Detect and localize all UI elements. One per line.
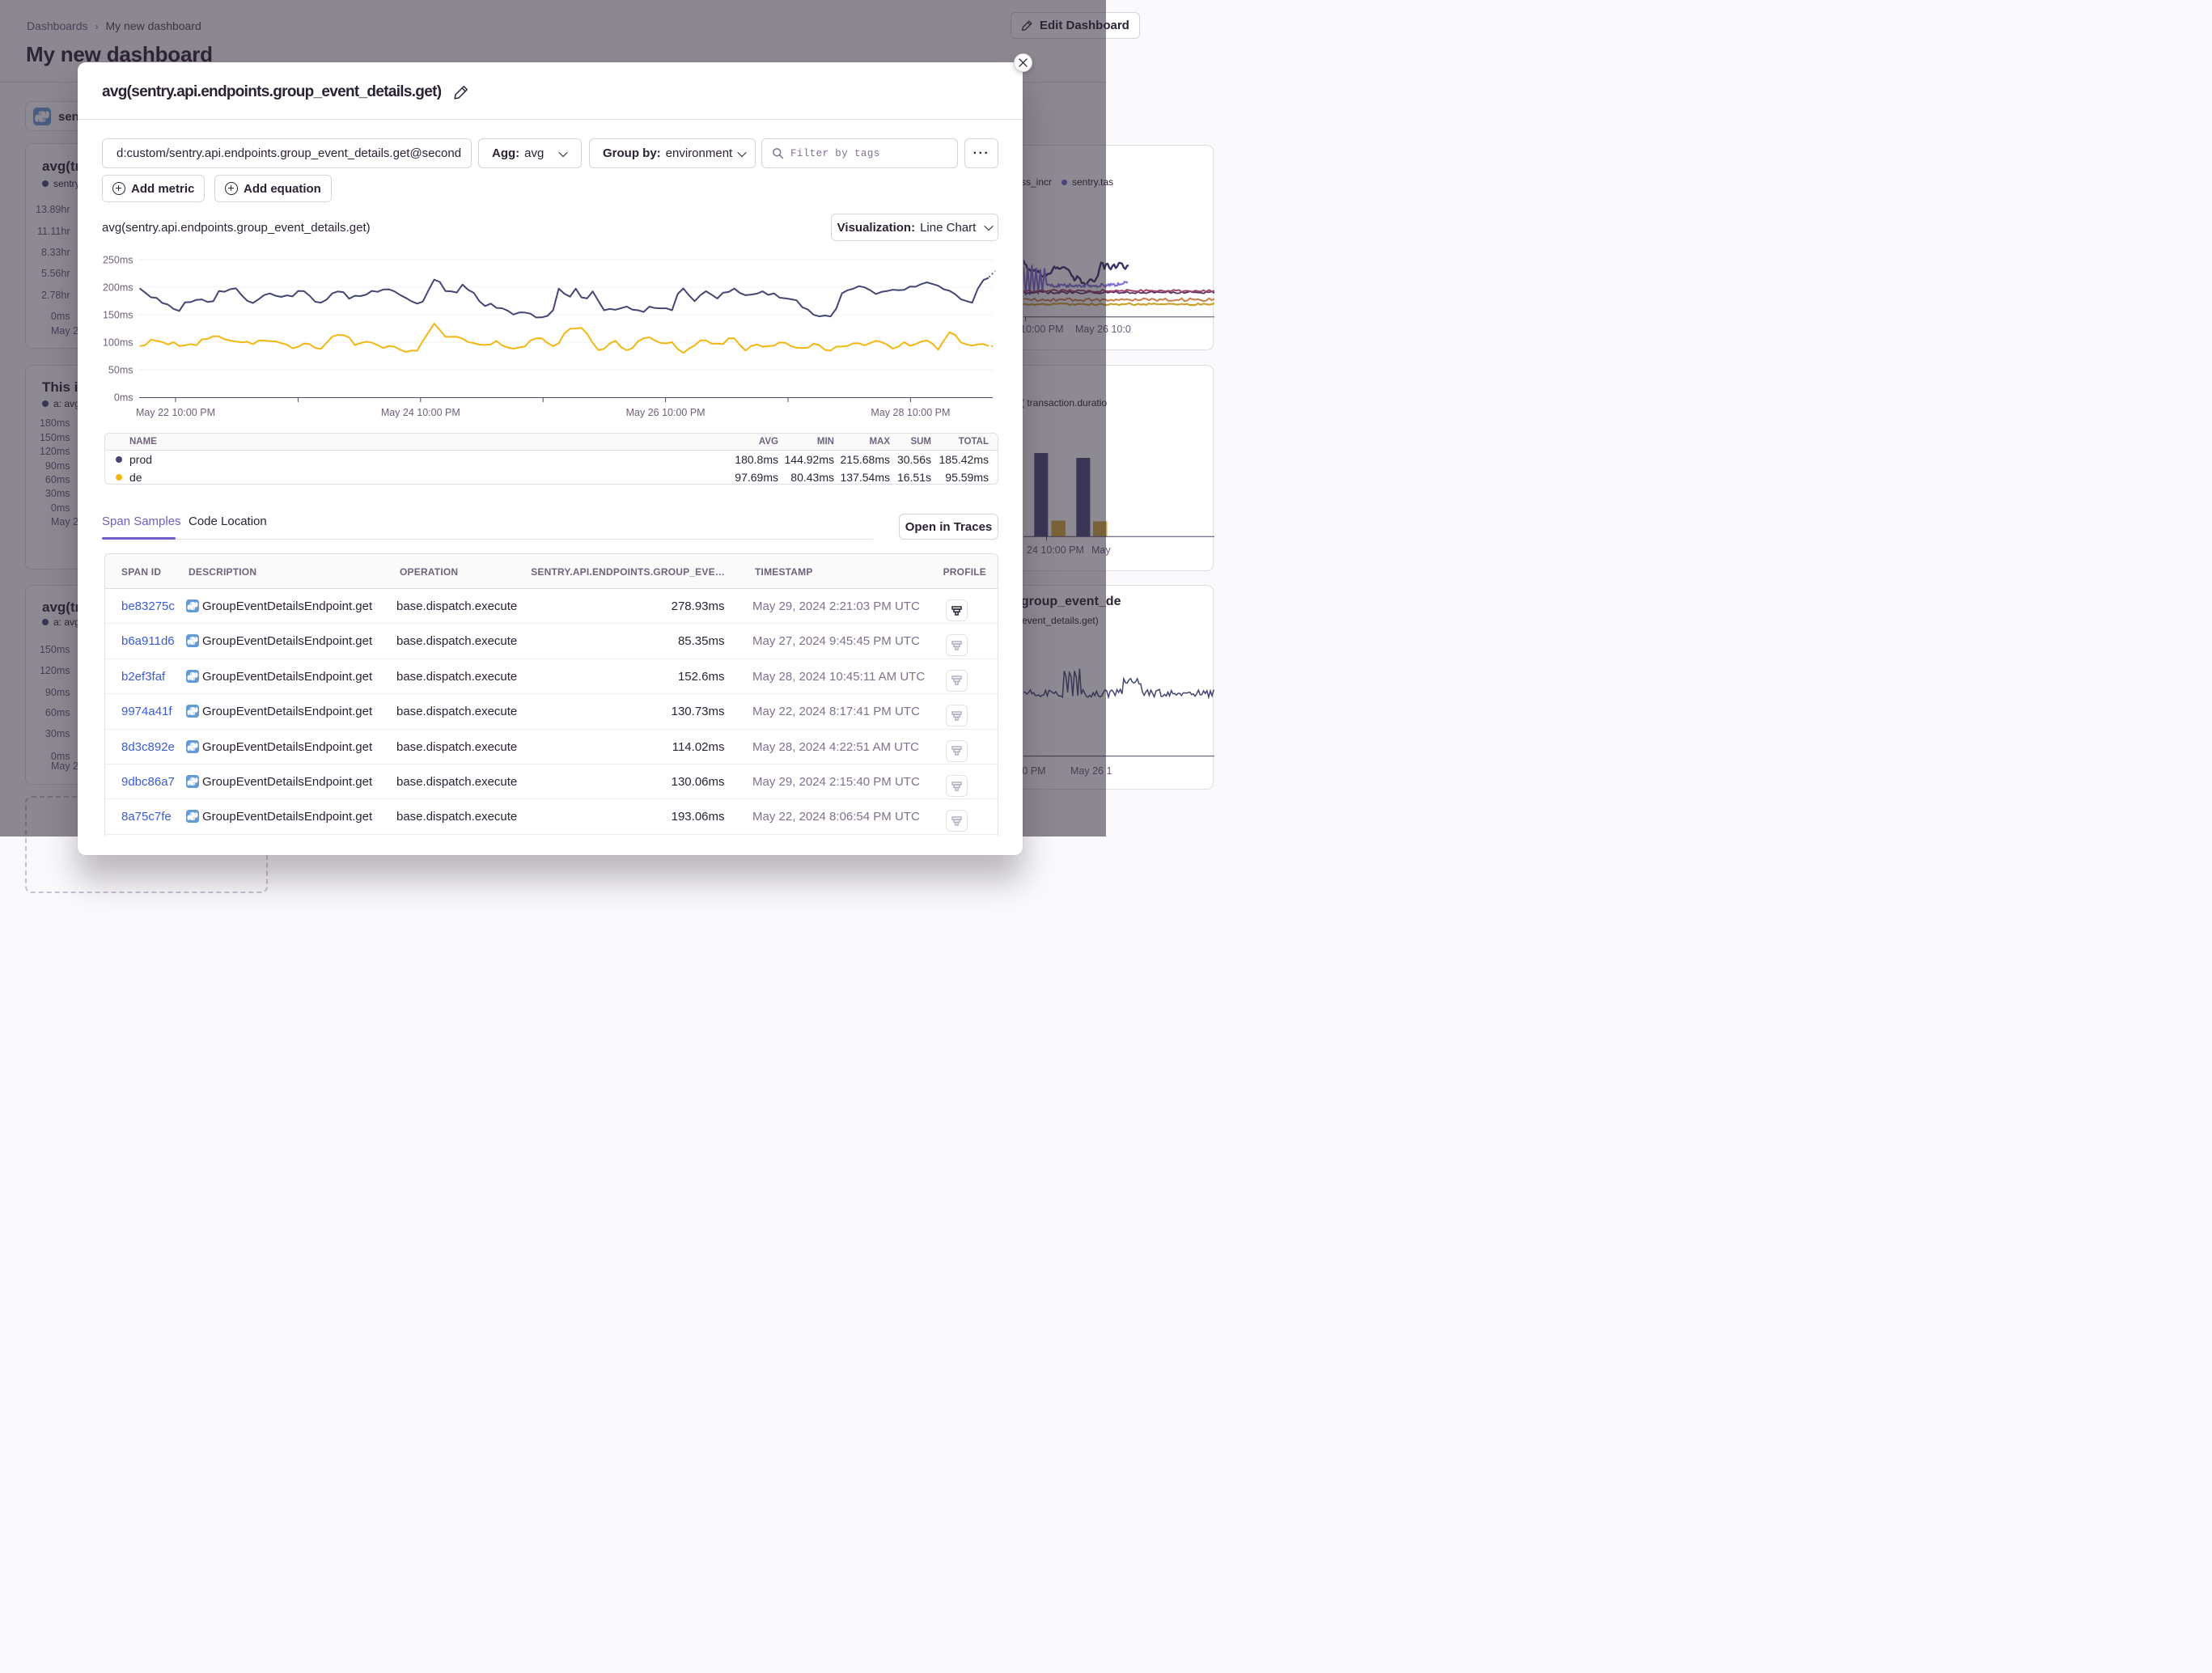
svg-text:0ms: 0ms xyxy=(114,392,133,404)
svg-text:200ms: 200ms xyxy=(103,282,133,294)
svg-text:May 26 10:00 PM: May 26 10:00 PM xyxy=(626,407,706,418)
svg-text:May 22 10:00 PM: May 22 10:00 PM xyxy=(136,407,215,418)
svg-text:100ms: 100ms xyxy=(103,337,133,349)
svg-text:May 24 10:00 PM: May 24 10:00 PM xyxy=(381,407,460,418)
svg-text:50ms: 50ms xyxy=(108,365,133,376)
svg-text:150ms: 150ms xyxy=(103,310,133,321)
svg-text:May 28 10:00 PM: May 28 10:00 PM xyxy=(871,407,950,418)
svg-text:250ms: 250ms xyxy=(103,255,133,266)
